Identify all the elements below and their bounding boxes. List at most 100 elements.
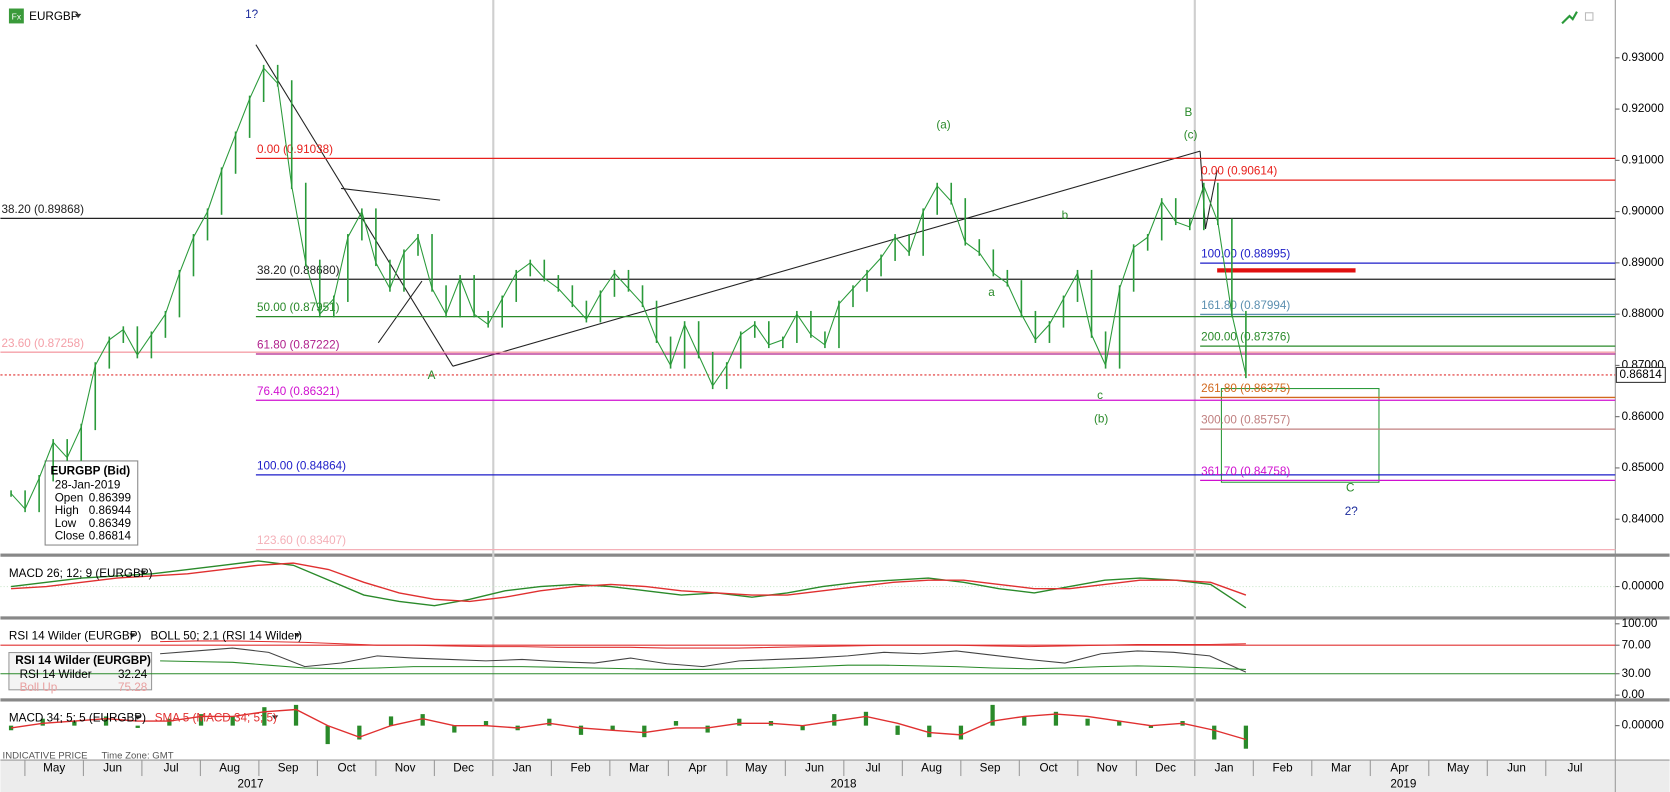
wave-label: (a) bbox=[936, 119, 950, 132]
wave-label: b bbox=[1062, 209, 1069, 222]
symbol-name[interactable]: EURGBP bbox=[29, 10, 79, 23]
y-tick-label: 0.84000 bbox=[1622, 512, 1665, 525]
window-button[interactable] bbox=[1584, 12, 1594, 21]
year-label: 2018 bbox=[831, 778, 857, 791]
histogram-bar bbox=[483, 721, 489, 726]
month-label: May bbox=[43, 762, 65, 775]
info-label: Low bbox=[55, 517, 77, 530]
wave-label: c bbox=[1097, 389, 1103, 402]
readout-value: 75.28 bbox=[118, 681, 147, 694]
histogram-bar bbox=[863, 711, 869, 726]
last-price-label: 0.86814 bbox=[1620, 368, 1663, 381]
histogram-bar bbox=[642, 725, 647, 738]
fib-label: 0.00 (0.90614) bbox=[1201, 165, 1277, 178]
resistance-bar bbox=[1217, 268, 1356, 273]
histogram-bar bbox=[1085, 718, 1090, 726]
month-label: Mar bbox=[1331, 762, 1351, 775]
y-tick-label: 0.00000 bbox=[1622, 580, 1665, 593]
histogram-bar bbox=[737, 718, 742, 726]
histogram-bar bbox=[578, 725, 584, 735]
y-tick-label: 0.85000 bbox=[1622, 461, 1665, 474]
histogram-bar bbox=[832, 714, 837, 726]
month-label: Aug bbox=[219, 762, 240, 775]
dropdown-arrow[interactable] bbox=[134, 715, 141, 720]
month-label: Nov bbox=[1097, 762, 1118, 775]
info-value: 0.86399 bbox=[89, 491, 131, 504]
histogram-bar bbox=[420, 714, 425, 726]
y-tick-label: 0.90000 bbox=[1622, 205, 1665, 218]
trend-line bbox=[255, 44, 454, 367]
histogram-bar bbox=[895, 725, 900, 735]
wave-label: (c) bbox=[1184, 128, 1198, 141]
y-tick-label: 100.00 bbox=[1622, 617, 1658, 630]
info-title: EURGBP (Bid) bbox=[50, 465, 130, 478]
fib-label: 123.60 (0.83407) bbox=[257, 534, 346, 547]
month-label: Jun bbox=[805, 762, 824, 775]
target-box bbox=[1220, 388, 1380, 483]
month-label: Jan bbox=[513, 762, 532, 775]
histogram-bar bbox=[927, 725, 932, 738]
info-date: 28-Jan-2019 bbox=[55, 479, 121, 492]
info-label: Open bbox=[55, 491, 84, 504]
rsi-line bbox=[160, 640, 1246, 649]
wave-label: A bbox=[428, 369, 436, 382]
panel-overlay: SMA 5 (MACD 34; 5; 5) bbox=[155, 712, 277, 725]
month-label: Apr bbox=[1390, 762, 1408, 775]
y-tick-label: 0.00 bbox=[1622, 688, 1645, 701]
fib-label: 38.20 (0.88680) bbox=[257, 264, 340, 277]
readout-label: RSI 14 Wilder bbox=[20, 668, 92, 681]
toolbar-icon[interactable] bbox=[1561, 11, 1578, 25]
month-label: Dec bbox=[453, 762, 474, 775]
dropdown-arrow[interactable] bbox=[271, 715, 279, 720]
year-label: 2017 bbox=[238, 778, 264, 791]
dropdown-arrow[interactable] bbox=[129, 633, 136, 638]
trend-line bbox=[341, 187, 441, 201]
trend-line bbox=[377, 280, 423, 344]
histogram-bar bbox=[357, 725, 362, 740]
histogram-bar bbox=[167, 718, 172, 726]
symbol-icon[interactable] bbox=[8, 8, 24, 24]
histogram-bar bbox=[388, 716, 394, 726]
month-label: Oct bbox=[338, 762, 357, 775]
month-label: Oct bbox=[1039, 762, 1058, 775]
fib-label: 300.00 (0.85757) bbox=[1201, 414, 1290, 427]
sma-line bbox=[10, 708, 1247, 741]
month-label: Aug bbox=[921, 762, 942, 775]
info-label: High bbox=[55, 504, 79, 517]
info-label: Close bbox=[55, 530, 85, 543]
trend-line bbox=[452, 150, 1201, 367]
month-label: Jul bbox=[1568, 762, 1583, 775]
dropdown-arrow[interactable] bbox=[74, 13, 82, 19]
month-label: Dec bbox=[1155, 762, 1176, 775]
readout-title: RSI 14 Wilder (EURGBP) bbox=[15, 654, 151, 667]
fib-label: 61.80 (0.87222) bbox=[257, 339, 340, 352]
histogram-bar bbox=[958, 725, 964, 740]
rsi-line bbox=[160, 660, 1246, 670]
symbol-icon-text: Fx bbox=[12, 11, 22, 21]
y-tick-label: 0.91000 bbox=[1622, 153, 1665, 166]
y-tick-label: 0.92000 bbox=[1622, 102, 1665, 115]
histogram-bar bbox=[1022, 716, 1027, 726]
last-price-box bbox=[1615, 366, 1666, 383]
month-label: Jun bbox=[103, 762, 122, 775]
dropdown-arrow[interactable] bbox=[294, 633, 301, 638]
panel-title: RSI 14 Wilder (EURGBP) bbox=[9, 630, 142, 643]
histogram-bar bbox=[1117, 721, 1122, 726]
month-label: Feb bbox=[1272, 762, 1293, 775]
y-tick-label: 0.88000 bbox=[1622, 307, 1665, 320]
month-label: Sep bbox=[980, 762, 1001, 775]
dropdown-arrow[interactable] bbox=[139, 570, 147, 575]
histogram-bar bbox=[673, 721, 679, 726]
macd-line bbox=[10, 560, 1247, 609]
info-box bbox=[44, 460, 139, 546]
histogram-bar bbox=[1148, 725, 1154, 728]
histogram-bar bbox=[1053, 711, 1059, 726]
rsi-readout-box bbox=[8, 652, 153, 691]
macd-line bbox=[11, 562, 1247, 603]
month-label: May bbox=[745, 762, 767, 775]
histogram-bar bbox=[230, 716, 235, 726]
rsi-line bbox=[160, 647, 1247, 673]
month-label: Jun bbox=[1507, 762, 1526, 775]
